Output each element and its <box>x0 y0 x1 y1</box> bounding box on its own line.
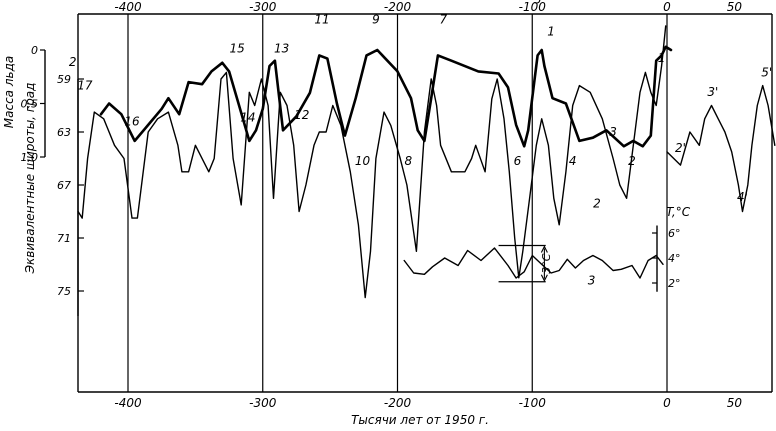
bottom-tick-label: -100 <box>519 396 547 410</box>
top-tick-label: -200 <box>384 0 412 14</box>
bottom-tick-label: -200 <box>384 396 412 410</box>
curve-annotation: 4' <box>737 190 748 204</box>
curve-annotation: 7 <box>439 12 447 26</box>
ice-mass-axis: 0 0,5 1,0 <box>21 44 46 164</box>
curve-annotation: 13 <box>274 42 289 56</box>
series-3-line <box>403 247 664 279</box>
ice-axis-tick-label: 0,5 <box>21 98 39 111</box>
curve-annotation: 4 <box>569 154 577 168</box>
curve-annotation: 10 <box>355 154 371 168</box>
temperature-axis-tick-label: 2° <box>668 277 681 290</box>
temperature-axis-tick-label: 4° <box>668 252 681 265</box>
temperature-axis: 6° 4° 2° <box>652 225 681 292</box>
x-axis-title: Тысячи лет от 1950 г. <box>351 413 489 427</box>
curve-annotation: 16 <box>124 114 140 128</box>
top-tick-label: -100 <box>519 0 547 14</box>
latitude-axis-tick-label: 75 <box>57 285 71 298</box>
curve-annotation: 5' <box>761 65 772 79</box>
temperature-axis-tick-label: 6° <box>668 227 681 240</box>
curve-annotation: 1 <box>658 51 666 65</box>
curve-annotation: 12 <box>294 108 309 122</box>
top-x-axis: -400 -300 -200 -100 0 50 <box>114 0 742 14</box>
temperature-range-bracket: 3°C <box>498 244 553 283</box>
curve-annotation: 2 <box>593 197 601 211</box>
latitude-axis-title: Эквивалентные широты, град <box>23 83 37 275</box>
curve-annotation: 14 <box>240 110 255 124</box>
latitude-axis-tick-label: 71 <box>57 232 71 245</box>
curve-annotation: 3' <box>707 85 718 99</box>
curve-annotation: 9 <box>372 12 380 26</box>
ice-axis-tick-label: 0 <box>31 44 38 57</box>
latitude-axis-tick-label: 59 <box>57 73 71 86</box>
series-1-line <box>99 45 673 148</box>
data-series <box>77 25 776 299</box>
ice-axis-tick-label: 1,0 <box>21 151 39 164</box>
top-tick-label: -300 <box>249 0 277 14</box>
series-2-prime-line <box>666 84 776 213</box>
curve-annotation: 2' <box>675 141 686 155</box>
latitude-axis-tick-label: 67 <box>57 179 71 192</box>
bottom-tick-label: 0 <box>663 396 671 410</box>
top-tick-label: 50 <box>727 0 743 14</box>
curve-annotation: 17 <box>77 79 93 93</box>
latitude-axis: 59 63 67 71 75 <box>57 73 84 316</box>
curve-annotation: 15 <box>230 42 245 56</box>
top-tick-label: -400 <box>114 0 142 14</box>
top-tick-label: 0 <box>663 0 671 14</box>
vertical-gridlines <box>127 14 668 392</box>
bracket-arrowheads <box>540 245 548 282</box>
series-2-line <box>77 25 667 299</box>
curve-annotation: 5 <box>534 0 542 6</box>
latitude-axis-tick-label: 63 <box>57 126 71 139</box>
bracket-lines <box>498 244 546 283</box>
curve-annotation: 3 <box>609 125 617 139</box>
bottom-tick-label: -300 <box>249 396 277 410</box>
curve-annotation: 8 <box>404 154 412 168</box>
curve-annotations: 1716151413121110987651432122'3'4'5'32 <box>69 0 772 287</box>
curve-annotation: 1 <box>547 24 555 38</box>
bottom-tick-label: 50 <box>727 396 743 410</box>
curve-annotation: 6 <box>514 154 522 168</box>
temperature-axis-title: T,°C <box>666 205 691 219</box>
curve-annotation: 11 <box>314 12 329 26</box>
curve-annotation: 3 <box>588 273 596 287</box>
chart-frame <box>77 13 773 393</box>
ice-axis-title: Масса льда <box>2 56 16 128</box>
curve-annotation: 2 <box>628 154 636 168</box>
bottom-tick-label: -400 <box>114 396 142 410</box>
bracket-label: 3°C <box>540 253 553 273</box>
curve-annotation: 2 <box>69 55 77 69</box>
bottom-x-axis: -400 -300 -200 -100 0 50 <box>114 396 742 410</box>
